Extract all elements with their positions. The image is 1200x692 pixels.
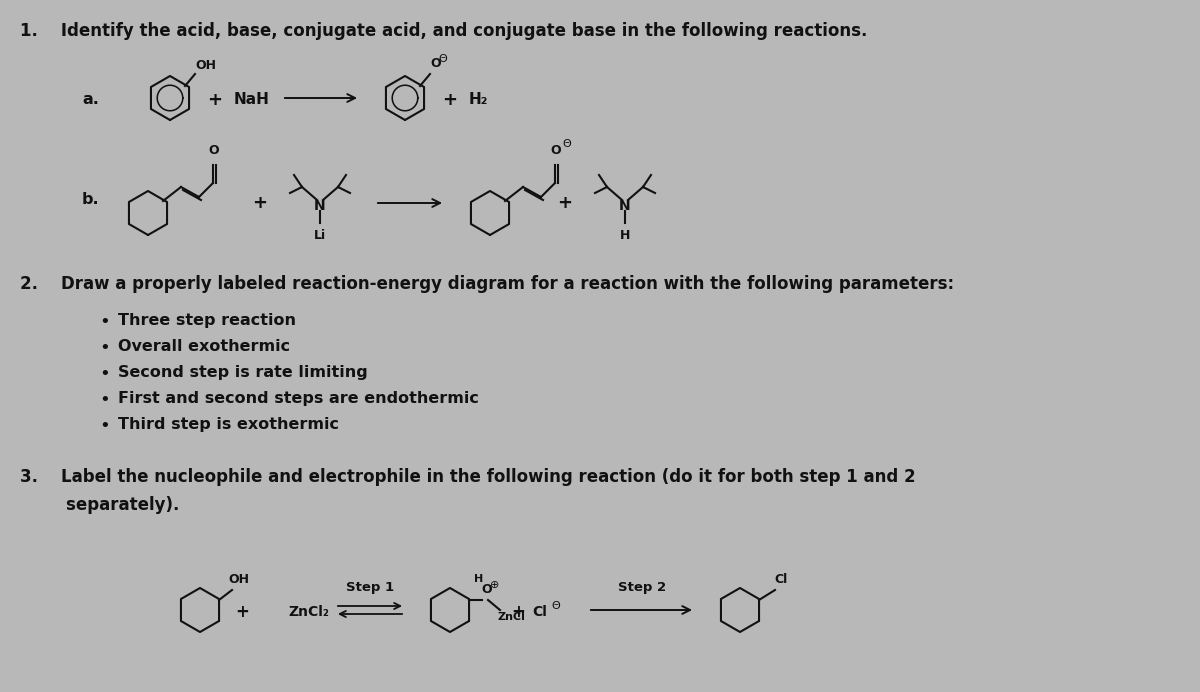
Text: Three step reaction: Three step reaction (118, 313, 296, 328)
Text: Step 2: Step 2 (618, 581, 666, 594)
Text: Θ: Θ (551, 601, 559, 611)
Text: ⊕: ⊕ (490, 580, 499, 590)
Text: O: O (209, 144, 220, 157)
Text: +: + (558, 194, 572, 212)
Text: OH: OH (228, 573, 250, 586)
Text: a.: a. (82, 93, 98, 107)
Text: Θ: Θ (438, 54, 446, 64)
Text: Θ: Θ (562, 139, 571, 149)
Text: Second step is rate limiting: Second step is rate limiting (118, 365, 367, 380)
Text: O: O (430, 57, 440, 70)
Text: ZnCl₂: ZnCl₂ (288, 605, 329, 619)
Text: +: + (235, 603, 248, 621)
Text: +: + (252, 194, 268, 212)
Text: 1.    Identify the acid, base, conjugate acid, and conjugate base in the followi: 1. Identify the acid, base, conjugate ac… (20, 22, 868, 40)
Text: H: H (620, 229, 630, 242)
Text: Li: Li (314, 229, 326, 242)
Text: First and second steps are endothermic: First and second steps are endothermic (118, 391, 479, 406)
Text: O: O (481, 583, 492, 596)
Text: OH: OH (194, 59, 216, 72)
Text: 2.    Draw a properly labeled reaction-energy diagram for a reaction with the fo: 2. Draw a properly labeled reaction-ener… (20, 275, 954, 293)
Text: H: H (474, 574, 484, 584)
Text: •: • (100, 417, 110, 435)
Text: +: + (208, 91, 222, 109)
Text: •: • (100, 313, 110, 331)
Text: •: • (100, 365, 110, 383)
Text: NaH: NaH (234, 93, 270, 107)
Text: •: • (100, 391, 110, 409)
Text: N: N (619, 199, 631, 213)
Text: N: N (314, 199, 326, 213)
Text: O: O (551, 144, 562, 157)
Text: Overall exothermic: Overall exothermic (118, 339, 290, 354)
Text: H₂: H₂ (468, 93, 487, 107)
Text: b.: b. (82, 192, 100, 208)
Text: 3.    Label the nucleophile and electrophile in the following reaction (do it fo: 3. Label the nucleophile and electrophil… (20, 468, 916, 486)
Text: ZnCl: ZnCl (498, 612, 526, 622)
Text: +: + (443, 91, 457, 109)
Text: +: + (511, 603, 524, 621)
Text: Step 1: Step 1 (346, 581, 394, 594)
Text: Cl: Cl (774, 573, 787, 586)
Text: separately).: separately). (20, 496, 179, 514)
Text: Cl: Cl (533, 605, 547, 619)
Text: Third step is exothermic: Third step is exothermic (118, 417, 340, 432)
Text: •: • (100, 339, 110, 357)
